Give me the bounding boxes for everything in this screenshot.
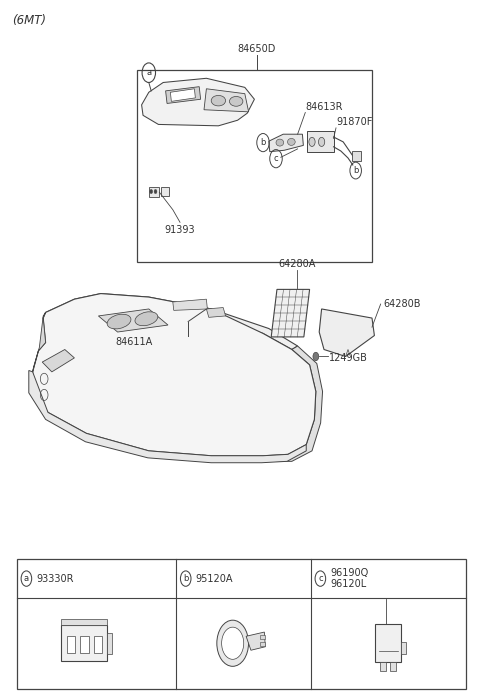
Circle shape [217, 620, 249, 666]
Circle shape [154, 189, 157, 194]
Text: (6MT): (6MT) [12, 14, 46, 27]
Text: b: b [353, 166, 359, 175]
Polygon shape [173, 299, 207, 310]
Polygon shape [170, 89, 195, 101]
Bar [107, 633, 112, 654]
Text: 95120A: 95120A [195, 574, 233, 584]
Bar [260, 642, 265, 646]
Polygon shape [319, 309, 374, 356]
Text: c: c [318, 574, 323, 583]
Text: 64280A: 64280A [278, 259, 315, 269]
Polygon shape [271, 289, 310, 337]
Ellipse shape [309, 137, 315, 146]
Polygon shape [33, 294, 316, 456]
Text: 64280B: 64280B [383, 299, 420, 309]
Bar [17, 559, 466, 689]
Text: b: b [260, 138, 266, 147]
Bar [375, 624, 401, 663]
Bar [67, 635, 75, 653]
Bar [307, 131, 334, 152]
Bar [80, 635, 89, 653]
Polygon shape [166, 87, 201, 103]
Text: 96190Q: 96190Q [330, 568, 368, 578]
Text: 84613R: 84613R [305, 102, 343, 112]
Circle shape [222, 627, 244, 659]
Polygon shape [43, 294, 298, 350]
Bar [137, 70, 372, 262]
Ellipse shape [107, 315, 131, 329]
Text: a: a [24, 574, 29, 583]
Text: 96120L: 96120L [330, 579, 366, 589]
Text: 84650D: 84650D [238, 44, 276, 54]
Polygon shape [142, 78, 254, 126]
Ellipse shape [288, 138, 295, 145]
Polygon shape [263, 346, 323, 461]
Text: 93330R: 93330R [36, 574, 73, 584]
Bar [380, 662, 385, 671]
Text: 91870F: 91870F [336, 117, 372, 127]
Text: b: b [183, 574, 189, 583]
Bar [161, 187, 169, 196]
Polygon shape [42, 350, 74, 372]
Polygon shape [204, 89, 249, 112]
Bar [61, 625, 107, 661]
Text: 1249GB: 1249GB [329, 353, 368, 363]
Ellipse shape [229, 96, 243, 106]
Bar [94, 635, 102, 653]
Ellipse shape [319, 137, 325, 146]
Ellipse shape [276, 139, 284, 146]
Ellipse shape [211, 96, 226, 106]
Circle shape [313, 352, 319, 361]
Bar [390, 662, 396, 671]
Bar [61, 619, 107, 625]
Ellipse shape [135, 312, 158, 326]
Circle shape [150, 189, 153, 194]
Polygon shape [269, 134, 303, 152]
Bar [260, 635, 265, 639]
Polygon shape [33, 312, 46, 372]
Text: c: c [274, 154, 278, 163]
Text: a: a [146, 69, 151, 77]
Polygon shape [98, 309, 168, 332]
Text: 84611A: 84611A [116, 337, 153, 347]
Polygon shape [29, 370, 306, 463]
Bar [149, 187, 159, 197]
Polygon shape [246, 632, 265, 650]
Text: 91393: 91393 [165, 225, 195, 235]
Polygon shape [206, 308, 226, 317]
Bar [401, 642, 406, 654]
Bar [352, 151, 361, 161]
